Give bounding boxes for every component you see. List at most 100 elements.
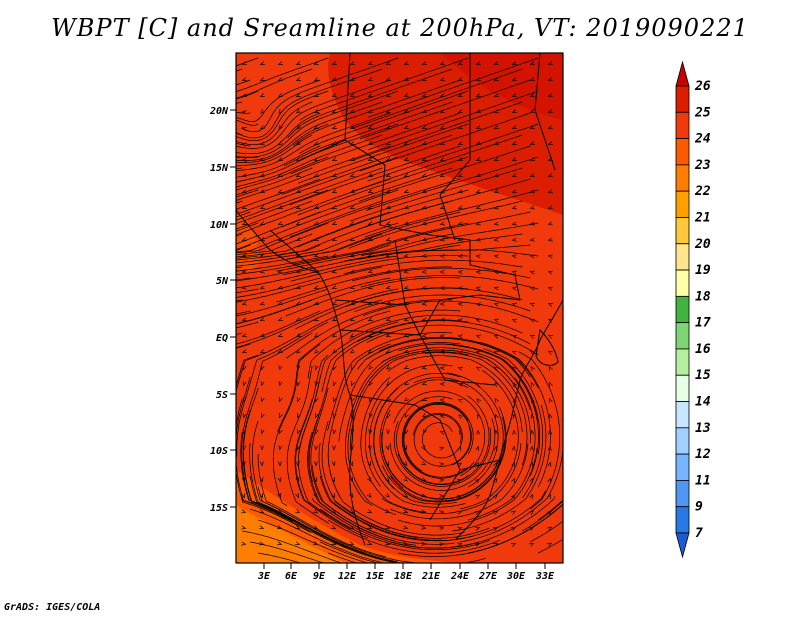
streamline	[236, 119, 259, 126]
flow-arrow	[475, 382, 482, 387]
flow-arrow	[439, 61, 445, 66]
flow-arrow	[313, 173, 319, 177]
flow-arrow	[475, 366, 481, 371]
flow-arrow	[296, 365, 301, 371]
flow-arrow	[313, 61, 319, 66]
flow-arrow	[512, 366, 518, 372]
streamline	[285, 299, 453, 359]
flow-arrow	[476, 413, 481, 420]
flow-arrow	[241, 317, 247, 322]
flow-arrow	[457, 526, 463, 531]
flow-arrow	[295, 477, 300, 483]
streamline	[236, 321, 329, 457]
flow-arrow	[385, 509, 391, 513]
flow-arrow	[332, 413, 337, 419]
flow-arrow	[384, 492, 390, 498]
flow-arrow	[259, 461, 264, 467]
flow-arrow	[242, 413, 247, 419]
flow-arrow	[259, 173, 265, 178]
flow-arrow	[277, 269, 283, 274]
colorbar-level-label: 22	[694, 184, 711, 199]
flow-arrow	[313, 189, 319, 193]
flow-arrow	[351, 381, 355, 387]
streamline	[236, 200, 383, 253]
flow-arrow	[403, 269, 409, 274]
flow-arrow	[529, 173, 535, 178]
streamline	[373, 372, 461, 489]
flow-arrow	[493, 286, 499, 291]
flow-arrow	[403, 237, 409, 242]
flow-arrow	[385, 349, 391, 353]
flow-arrow	[421, 109, 427, 114]
colorbar-swatch	[675, 427, 690, 455]
streamline	[236, 79, 251, 86]
flow-arrow	[295, 173, 301, 177]
flow-arrow	[367, 349, 374, 354]
flow-arrow	[403, 381, 410, 386]
flow-arrow	[439, 430, 445, 435]
flow-arrow	[529, 141, 535, 146]
flow-arrow	[421, 349, 427, 354]
streamline	[351, 267, 531, 282]
streamline	[236, 277, 251, 281]
flow-arrow	[529, 461, 534, 467]
flow-arrow	[439, 141, 445, 146]
grads-credit: GrADS: IGES/COLA	[4, 602, 101, 613]
flow-arrow	[402, 493, 409, 498]
colorbar-swatch	[675, 164, 690, 192]
flow-arrow	[295, 221, 301, 225]
streamline	[348, 200, 523, 249]
flow-arrow	[277, 317, 283, 321]
flow-arrow	[295, 77, 301, 81]
flow-arrow	[457, 61, 463, 66]
flow-arrow	[259, 285, 265, 290]
streamline	[236, 310, 251, 315]
flow-arrow	[421, 301, 427, 306]
streamline	[424, 352, 528, 466]
flow-arrow	[349, 125, 355, 130]
flow-arrow	[313, 333, 320, 338]
flow-arrow	[330, 525, 337, 530]
flow-arrow	[295, 157, 301, 162]
streamline	[413, 414, 471, 467]
streamline	[236, 156, 399, 215]
flow-arrow	[367, 317, 373, 321]
flow-arrow	[495, 413, 499, 419]
flow-arrow	[333, 365, 337, 371]
streamline	[367, 90, 539, 151]
lon-label: 21E	[421, 571, 441, 582]
flow-arrow	[475, 445, 480, 451]
flow-arrow	[349, 477, 354, 483]
flow-arrow	[529, 61, 535, 66]
flow-arrow	[457, 77, 463, 82]
flow-arrow	[439, 494, 445, 499]
flow-arrow	[385, 189, 391, 194]
flow-arrow	[529, 77, 535, 82]
flow-arrow	[241, 253, 247, 258]
flow-arrow	[457, 189, 463, 194]
streamline	[236, 145, 321, 178]
streamline	[236, 189, 259, 198]
flow-arrow	[421, 541, 427, 546]
flow-arrow	[439, 318, 445, 322]
streamline	[327, 454, 465, 536]
flow-arrow	[331, 93, 337, 98]
colorbar-swatch	[675, 243, 690, 271]
streamline	[236, 90, 399, 158]
flow-arrow	[386, 396, 391, 403]
flow-arrow	[529, 350, 536, 355]
flow-arrow	[241, 269, 247, 274]
flow-arrow	[439, 109, 445, 114]
flow-arrow	[511, 61, 517, 66]
flow-arrow	[421, 205, 427, 210]
flow-arrow	[314, 365, 319, 371]
flow-arrow	[511, 350, 517, 355]
flow-arrow	[349, 109, 355, 114]
flow-arrow	[475, 542, 481, 547]
streamline	[338, 342, 461, 442]
flow-arrow	[241, 493, 246, 499]
flow-arrow	[439, 93, 445, 98]
flow-arrow	[546, 542, 553, 547]
flow-arrow	[493, 109, 499, 114]
